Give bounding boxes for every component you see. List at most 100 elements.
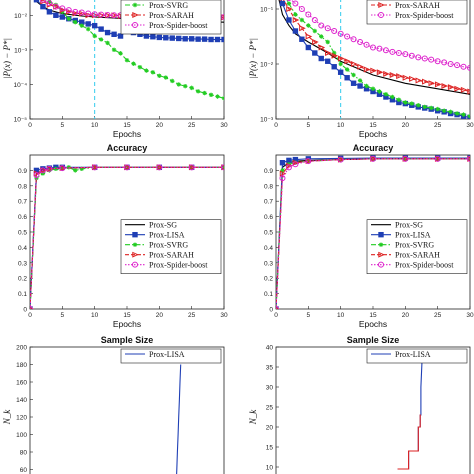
data-point bbox=[331, 52, 339, 59]
data-point bbox=[409, 101, 414, 106]
x-tick-label: 0 bbox=[28, 122, 32, 129]
data-point bbox=[279, 175, 286, 182]
data-point bbox=[409, 75, 416, 82]
chart-panel-2: 0 5 10 15 20 25 30 10⁻³ 10⁻² 10⁻¹ Epochs |P(x) − P*… bbox=[248, 0, 474, 139]
data-point bbox=[221, 96, 224, 101]
data-point bbox=[403, 100, 408, 105]
data-point bbox=[98, 11, 105, 18]
data-point bbox=[111, 31, 117, 37]
data-point bbox=[73, 168, 78, 173]
x-tick-label: 15 bbox=[369, 122, 377, 129]
y-tick-label: 0.6 bbox=[264, 214, 273, 221]
data-point bbox=[34, 175, 39, 181]
data-point bbox=[279, 170, 287, 177]
data-point bbox=[416, 103, 421, 108]
data-point bbox=[299, 25, 306, 32]
y-tick-label: 10⁻¹ bbox=[260, 7, 274, 14]
data-point bbox=[370, 86, 376, 91]
data-point bbox=[150, 34, 156, 40]
data-point bbox=[221, 164, 224, 171]
legend-box bbox=[120, 348, 222, 364]
y-tick-label: 10⁻² bbox=[14, 13, 28, 20]
data-point bbox=[357, 78, 363, 83]
y-tick-label: 140 bbox=[16, 397, 27, 404]
series-group bbox=[278, 0, 470, 119]
y-tick-label: 10⁻³ bbox=[260, 117, 274, 124]
data-point bbox=[312, 50, 318, 56]
data-point bbox=[331, 28, 338, 34]
legend-label: Prox-Spider-boost bbox=[149, 261, 208, 270]
chart-panel-6: 10 15 20 25 30 35 40 Sample Size N_k Prox-LISA bbox=[248, 335, 471, 474]
data-point bbox=[351, 72, 356, 78]
data-point bbox=[124, 164, 130, 171]
series-line bbox=[30, 166, 224, 309]
x-tick-label: 25 bbox=[188, 312, 196, 319]
y-tick-label: 0 bbox=[269, 307, 273, 314]
data-point bbox=[312, 28, 317, 34]
data-point bbox=[454, 85, 461, 92]
x-tick-label: 10 bbox=[91, 122, 99, 129]
y-tick-label: 10⁻⁴ bbox=[14, 82, 28, 89]
data-point bbox=[91, 11, 98, 18]
legend-label: Prox-SVRG bbox=[395, 241, 434, 250]
data-point bbox=[305, 33, 313, 40]
data-point bbox=[59, 14, 66, 20]
legend-label: Prox-SARAH bbox=[395, 1, 440, 10]
data-point bbox=[117, 33, 124, 39]
chart-title: Accuracy bbox=[353, 143, 394, 153]
y-tick-label: 10 bbox=[266, 465, 274, 472]
data-point bbox=[157, 73, 162, 78]
x-tick-label: 25 bbox=[434, 312, 442, 319]
x-tick-label: 30 bbox=[466, 312, 474, 319]
data-point bbox=[344, 58, 352, 65]
data-point bbox=[370, 44, 376, 51]
data-point bbox=[285, 164, 292, 171]
data-point bbox=[357, 39, 364, 45]
x-tick-label: 5 bbox=[61, 122, 65, 129]
data-point bbox=[78, 9, 85, 16]
data-point bbox=[176, 82, 181, 87]
data-point bbox=[312, 39, 319, 45]
y-tick-label: 160 bbox=[16, 380, 27, 387]
data-point bbox=[402, 74, 410, 81]
y-tick-label: 0.4 bbox=[18, 245, 27, 252]
data-point bbox=[344, 33, 351, 40]
legend: Prox-LISA bbox=[120, 348, 222, 364]
data-point bbox=[208, 36, 214, 43]
data-point bbox=[143, 33, 150, 39]
data-point bbox=[92, 33, 97, 39]
legend-marker bbox=[378, 12, 384, 18]
data-point bbox=[454, 111, 460, 116]
data-point bbox=[144, 68, 149, 73]
series-line bbox=[276, 158, 470, 309]
data-point bbox=[53, 166, 59, 172]
legend-marker bbox=[378, 2, 385, 8]
data-point bbox=[104, 29, 111, 36]
data-point bbox=[408, 52, 415, 59]
data-point bbox=[350, 80, 357, 86]
data-point bbox=[150, 70, 156, 75]
data-point bbox=[73, 20, 78, 25]
data-point bbox=[467, 64, 470, 71]
data-point bbox=[189, 85, 194, 91]
x-tick-label: 25 bbox=[434, 122, 442, 129]
legend: Prox-SGProx-LISAProx-SVRGProx-SARAHProx-… bbox=[366, 219, 468, 274]
data-point bbox=[221, 14, 224, 21]
data-point bbox=[305, 11, 312, 18]
y-tick-label: 10⁻² bbox=[260, 62, 274, 69]
data-point bbox=[98, 37, 104, 42]
data-point bbox=[402, 155, 409, 162]
data-point bbox=[170, 78, 175, 84]
y-tick-label: 100 bbox=[16, 432, 27, 439]
data-point bbox=[208, 92, 214, 97]
data-point bbox=[467, 88, 470, 95]
data-point bbox=[286, 0, 292, 1]
data-point bbox=[460, 63, 467, 70]
data-point bbox=[46, 0, 53, 7]
data-point bbox=[306, 23, 311, 28]
x-tick-label: 5 bbox=[307, 312, 311, 319]
data-point bbox=[390, 94, 395, 100]
data-point bbox=[85, 21, 91, 27]
data-point bbox=[428, 56, 435, 63]
data-point bbox=[131, 61, 136, 66]
